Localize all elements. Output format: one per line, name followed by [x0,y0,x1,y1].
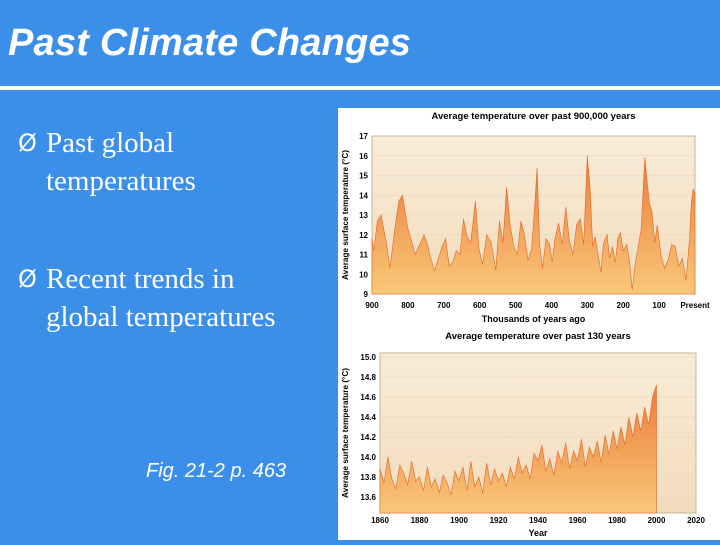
temperature-area-1 [371,155,696,295]
chart-title-2: Average temperature over past 130 years [445,331,631,342]
y-tick-label: 17 [359,132,368,141]
x-axis-label-2: Year [528,528,548,538]
y-axis-label-2: Average surface temperature (°C) [341,368,350,498]
x-tick-label: 200 [617,301,631,310]
y-tick-label: 16 [359,152,368,161]
y-tick-label: 14.2 [360,433,376,442]
x-tick-label: 2020 [687,516,705,525]
bullet-arrow-icon: Ø [18,129,37,157]
y-tick-label: 14.6 [360,393,376,402]
y-tick-label: 14.4 [360,413,376,422]
x-tick-label: 500 [509,301,523,310]
bullet-line: temperatures [46,165,196,197]
y-tick-label: 14 [359,191,368,200]
y-tick-label: 10 [359,270,368,279]
x-tick-label: 1960 [569,516,587,525]
charts-svg: Average temperature over past 900,000 ye… [341,111,710,538]
x-tick-label: 700 [437,301,451,310]
y-tick-label: 15.0 [360,353,376,362]
x-tick-label: 1880 [411,516,429,525]
bullet-line: Past global [46,127,175,159]
x-tick-label: 1860 [371,516,389,525]
y-tick-label: 14.8 [360,373,376,382]
y-tick-label: 9 [364,290,369,299]
x-tick-label: 900 [365,301,379,310]
x-tick-label: 100 [652,301,666,310]
y-tick-label: 13.8 [360,473,376,482]
title-divider [0,86,720,90]
y-tick-label: 13.6 [360,493,376,502]
y-tick-label: 12 [359,231,368,240]
y-tick-label: 14.0 [360,453,376,462]
figure-panel: Average temperature over past 900,000 ye… [338,108,720,540]
x-tick-label: 400 [545,301,559,310]
x-tick-label: 300 [581,301,595,310]
x-tick-label: 600 [473,301,487,310]
bullet-line: global temperatures [46,301,276,333]
y-tick-label: 11 [360,251,369,260]
x-tick-label: 1980 [608,516,626,525]
chart-title-1: Average temperature over past 900,000 ye… [431,111,635,122]
bullet-arrow-icon: Ø [18,265,37,293]
x-tick-label: 800 [401,301,415,310]
slide-title: Past Climate Changes [8,22,412,64]
x-tick-label: 1940 [529,516,547,525]
temperature-area-2 [379,384,657,514]
y-tick-label: 13 [359,211,368,220]
x-axis-label-1: Thousands of years ago [482,314,586,324]
x-tick-label: 1900 [450,516,468,525]
figure-caption: Fig. 21-2 p. 463 [146,460,287,482]
x-tick-label: 1920 [490,516,508,525]
y-tick-label: 15 [359,172,368,181]
bullet-line: Recent trends in [46,263,235,295]
x-tick-label: Present [680,301,710,310]
y-axis-label-1: Average surface temperature (°C) [341,150,350,280]
x-tick-label: 2000 [648,516,666,525]
